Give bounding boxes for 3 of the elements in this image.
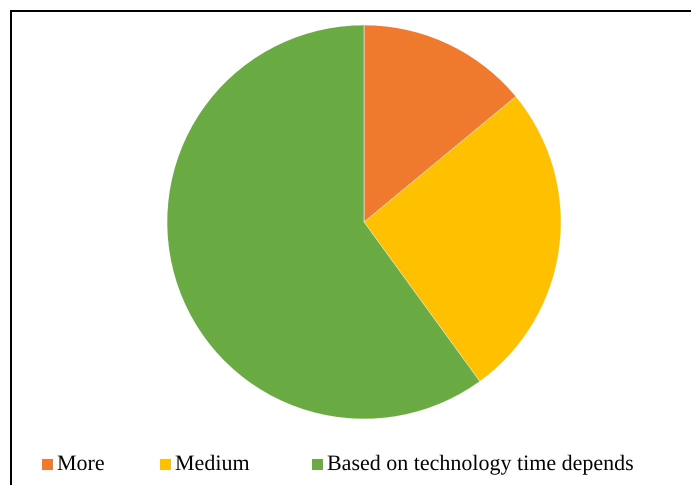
legend-label: More <box>57 450 105 475</box>
legend-label: Medium <box>175 450 250 475</box>
legend-label: Based on technology time depends <box>327 450 634 475</box>
